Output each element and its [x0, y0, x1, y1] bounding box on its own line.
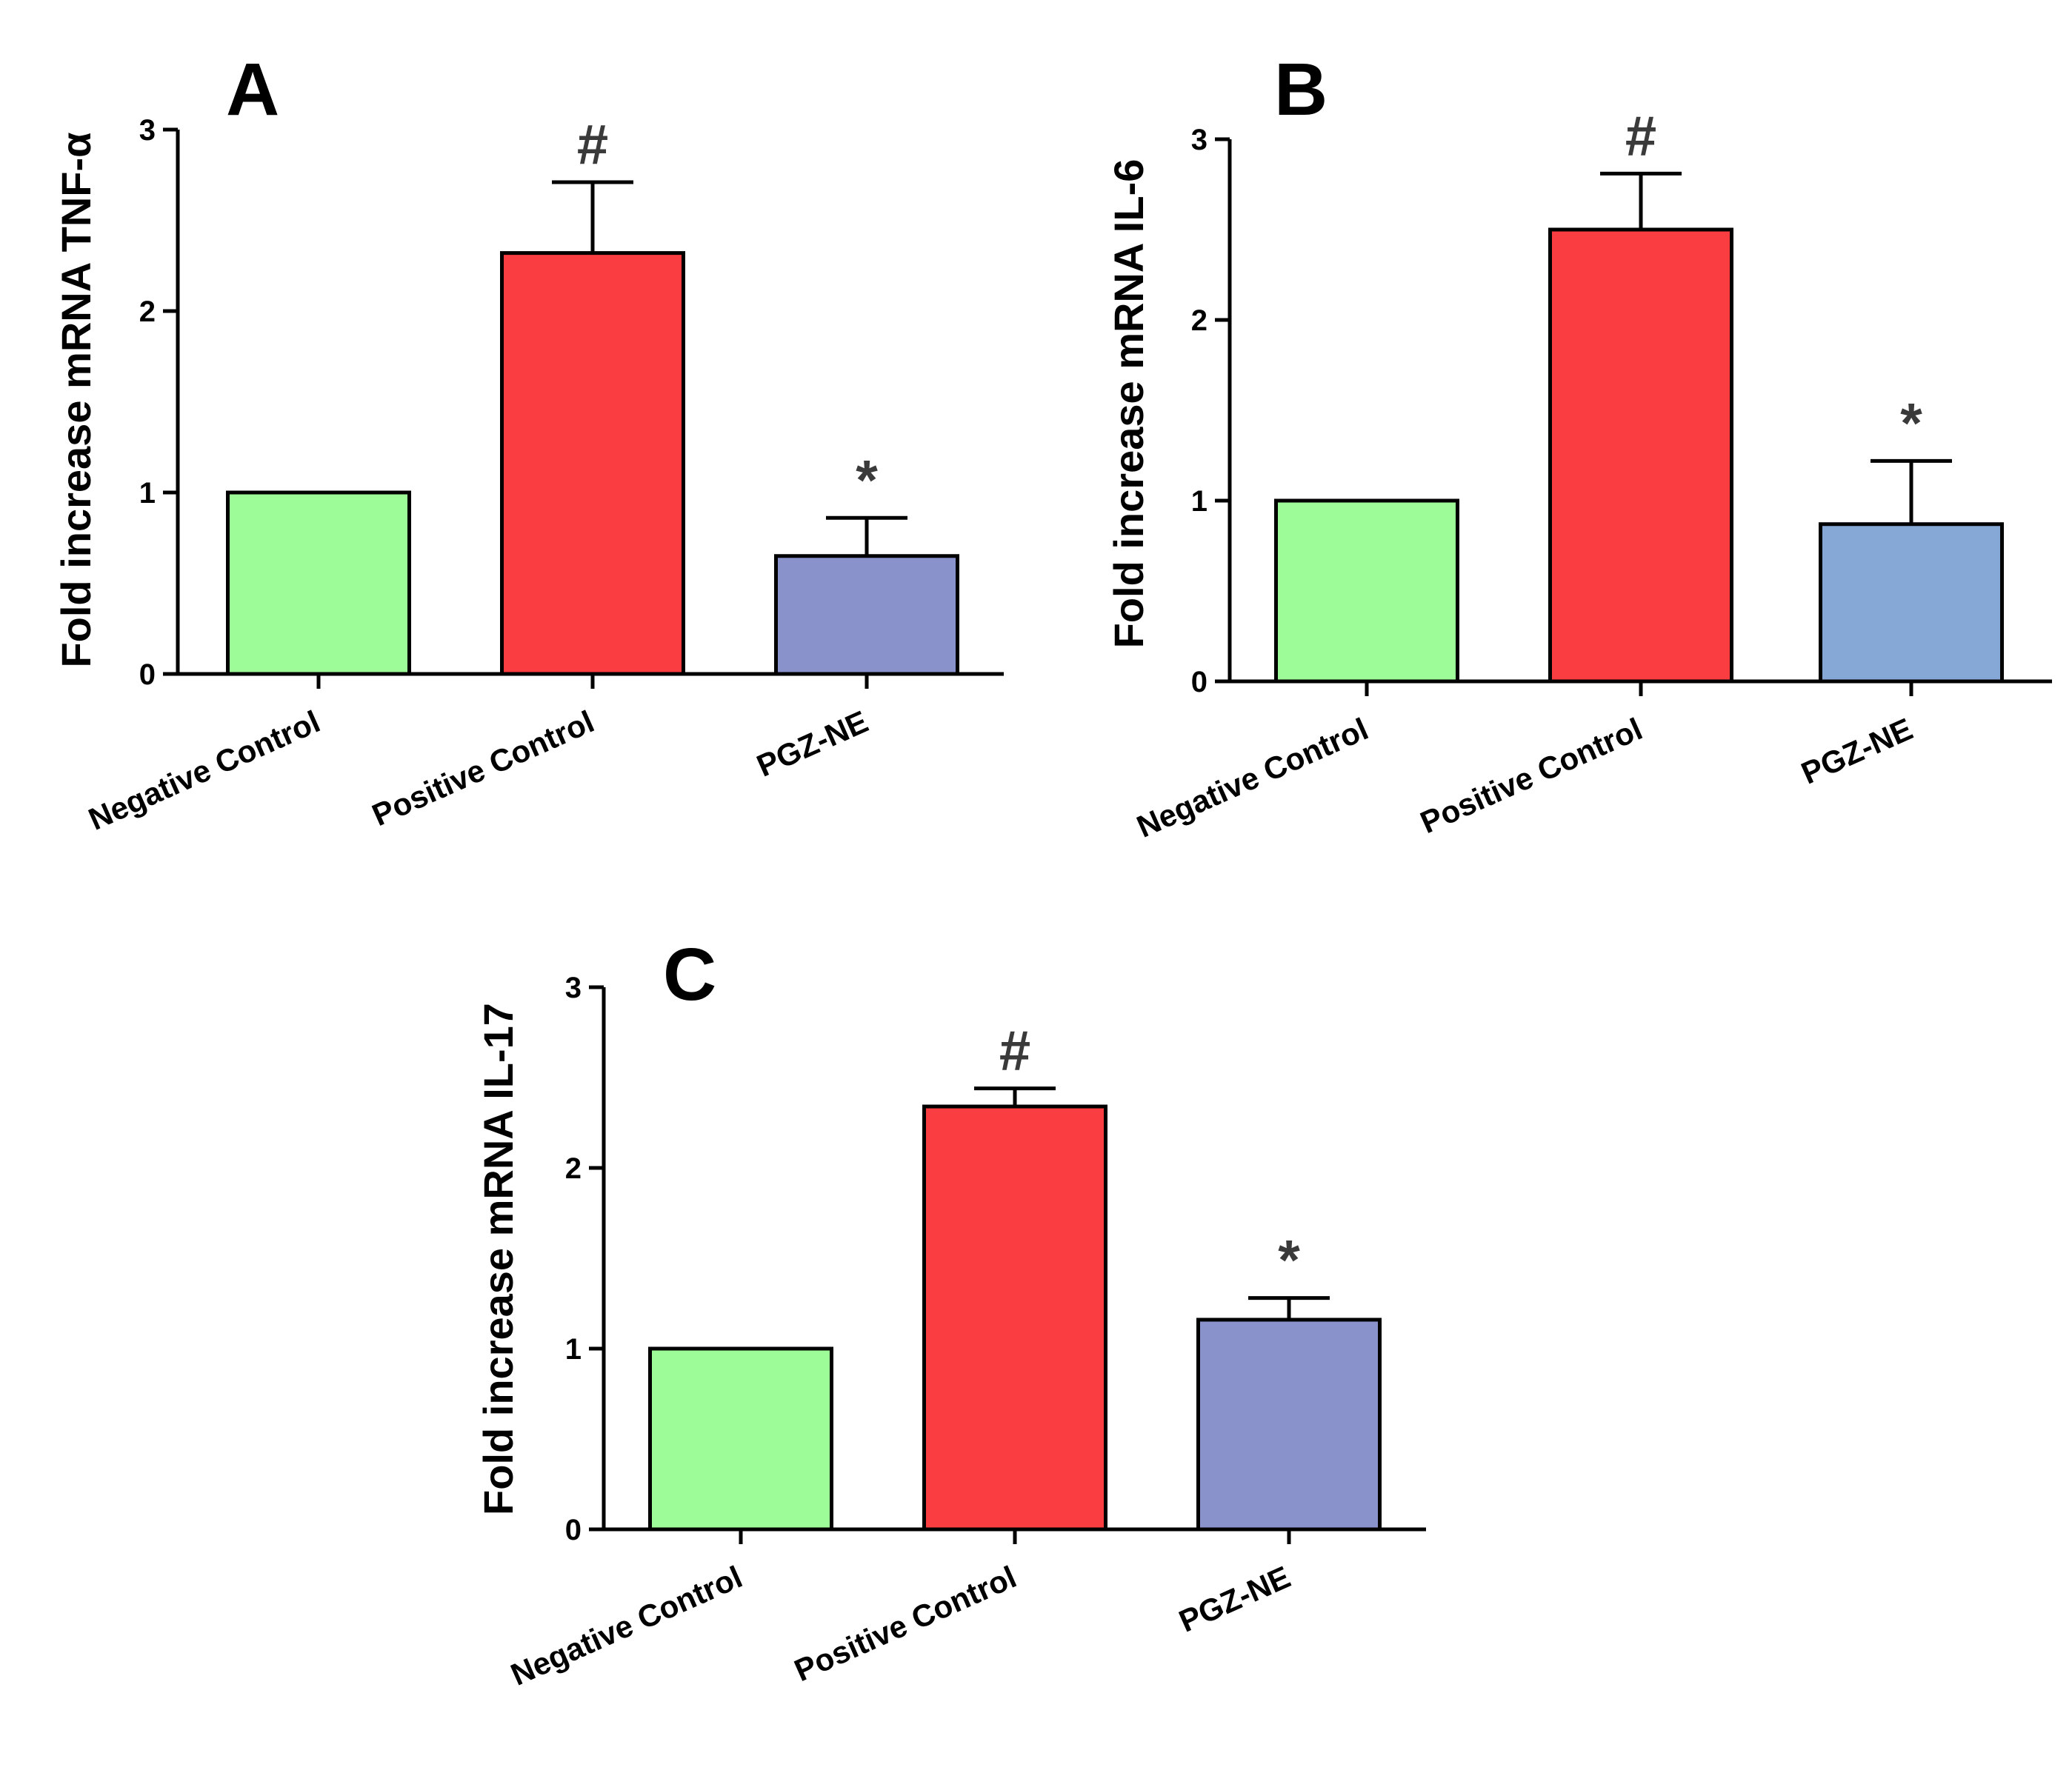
bar-positive-control	[922, 1104, 1107, 1532]
significance-hash: #	[999, 1020, 1030, 1083]
y-axis-title: Fold increase mRNA IL-6	[1105, 159, 1152, 649]
bar-negative-control	[226, 490, 411, 676]
x-category-label: Negative Control	[84, 704, 325, 837]
x-category-label: PGZ-NE	[752, 704, 873, 783]
significance-star: *	[1900, 392, 1922, 455]
panel-letter: A	[226, 48, 279, 131]
significance-star: *	[1278, 1229, 1300, 1292]
significance-star: *	[856, 449, 878, 512]
y-tick-label: 3	[1191, 124, 1207, 156]
bar-pgz-ne	[774, 554, 959, 676]
panel-letter: C	[663, 933, 716, 1016]
chart-panel-c: C Fold increase mRNA IL-17 0 1 2 3 Negative Co…	[475, 933, 1426, 1692]
y-tick-label: 1	[139, 477, 156, 510]
y-tick-label: 3	[139, 114, 156, 147]
y-tick-label: 0	[565, 1514, 582, 1546]
bar-negative-control	[648, 1346, 833, 1532]
chart-panel-b: B Fold increase mRNA IL-6 0 1 2 3 Negative Con…	[1105, 48, 2052, 844]
bar-pgz-ne	[1819, 522, 2004, 684]
y-tick-label: 0	[139, 658, 156, 691]
chart-panel-a: A Fold increase mRNA TNF-α 0 1 2 3 Negative Co…	[53, 48, 1004, 837]
panel-letter: B	[1274, 48, 1328, 131]
x-category-label: Positive Control	[367, 704, 599, 832]
y-axis-title: Fold increase mRNA IL-17	[475, 1003, 522, 1515]
y-tick-label: 2	[565, 1152, 582, 1185]
bar-negative-control	[1274, 498, 1459, 684]
y-tick-label: 1	[565, 1333, 582, 1366]
y-tick-label: 1	[1191, 485, 1207, 518]
x-category-label: Positive Control	[789, 1559, 1021, 1688]
x-category-label: Negative Control	[506, 1559, 747, 1692]
x-category-label: Negative Control	[1132, 711, 1373, 844]
y-tick-label: 3	[565, 972, 582, 1004]
y-axis-title: Fold increase mRNA TNF-α	[53, 132, 99, 667]
bar-positive-control	[1548, 227, 1733, 684]
x-category-label: PGZ-NE	[1174, 1559, 1296, 1638]
y-tick-label: 2	[1191, 304, 1207, 337]
y-tick-label: 2	[139, 296, 156, 328]
y-tick-label: 0	[1191, 666, 1207, 698]
bar-pgz-ne	[1196, 1318, 1382, 1532]
x-category-label: Positive Control	[1415, 711, 1647, 840]
x-category-label: PGZ-NE	[1796, 711, 1918, 790]
significance-hash: #	[1625, 104, 1656, 167]
bar-positive-control	[500, 251, 685, 676]
significance-hash: #	[577, 113, 608, 176]
